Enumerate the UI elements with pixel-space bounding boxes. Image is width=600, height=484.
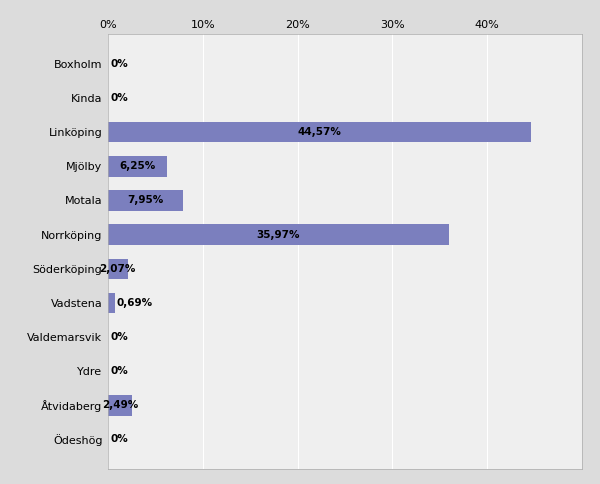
Bar	[108, 190, 184, 211]
Text: 0%: 0%	[111, 332, 128, 342]
Text: 44,57%: 44,57%	[298, 127, 341, 137]
Text: 6,25%: 6,25%	[119, 161, 156, 171]
Bar	[108, 156, 167, 177]
Text: 0,69%: 0,69%	[116, 298, 152, 308]
Bar	[108, 258, 128, 279]
Text: 0%: 0%	[111, 435, 128, 444]
Text: 0%: 0%	[111, 59, 128, 69]
Text: 2,49%: 2,49%	[101, 400, 138, 410]
Text: 0%: 0%	[111, 93, 128, 103]
Bar	[108, 225, 449, 245]
Text: 0%: 0%	[111, 366, 128, 376]
Text: 2,07%: 2,07%	[100, 264, 136, 274]
Text: 35,97%: 35,97%	[257, 229, 300, 240]
Text: 7,95%: 7,95%	[128, 196, 164, 206]
Bar	[108, 293, 115, 313]
Bar	[108, 395, 131, 416]
Bar	[108, 122, 530, 142]
